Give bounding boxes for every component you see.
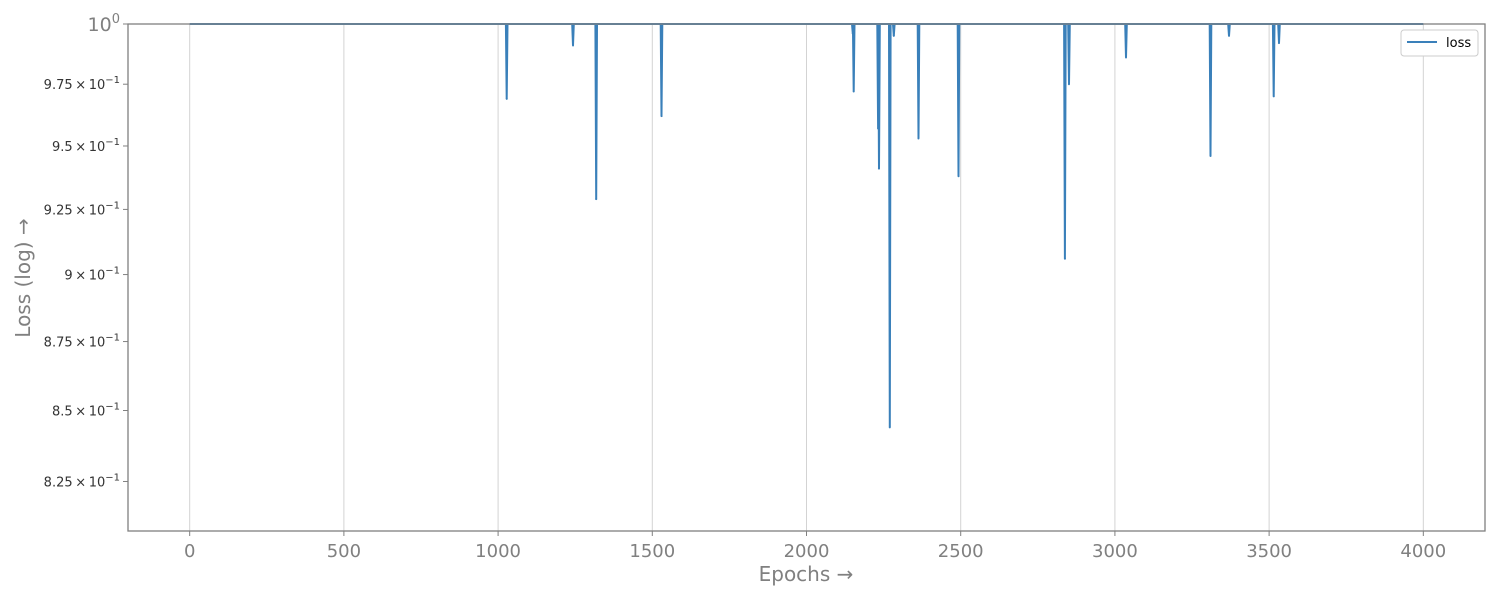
data-point-loss — [957, 175, 960, 178]
x-tick-label: 1500 — [629, 541, 675, 562]
y-tick-label: 8.5 × 10−1 — [52, 401, 120, 419]
legend: loss — [1400, 29, 1479, 57]
data-point-loss — [851, 32, 854, 35]
x-tick-label: 2500 — [938, 541, 984, 562]
y-tick-label: 8.75 × 10−1 — [44, 333, 120, 351]
data-point-loss — [892, 34, 895, 37]
data-point-loss — [917, 137, 920, 140]
x-tick-label: 3500 — [1246, 541, 1292, 562]
data-point-loss — [1209, 155, 1212, 158]
y-tick-label: 9.75 × 10−1 — [44, 75, 120, 93]
data-point-loss — [505, 97, 508, 100]
data-point-loss — [1228, 34, 1231, 37]
y-tick-label: 9.25 × 10−1 — [44, 200, 120, 218]
data-point-loss — [877, 127, 880, 130]
data-point-loss — [1272, 95, 1275, 98]
y-axis-ticks: 100 9.75 × 10−1 9.5 × 10−1 9.25 × 10−1 9 × 1… — [44, 12, 128, 490]
data-point-loss — [1067, 83, 1070, 86]
data-point-loss — [660, 115, 663, 118]
data-point-loss — [1125, 56, 1128, 59]
x-tick-label: 2000 — [784, 541, 830, 562]
legend-box — [1400, 29, 1479, 57]
data-point-loss — [1063, 257, 1066, 260]
y-axis-label: Loss (log) → — [11, 218, 35, 337]
y-tick-label: 9 × 10−1 — [64, 266, 120, 284]
data-point-loss — [888, 426, 891, 429]
data-point-loss — [852, 90, 855, 93]
x-tick-label: 4000 — [1400, 541, 1446, 562]
data-point-loss — [572, 44, 575, 47]
grid-lines — [189, 24, 1424, 531]
data-point-loss — [877, 167, 880, 170]
x-axis-label: Epochs → — [759, 562, 854, 586]
x-tick-label: 3000 — [1092, 541, 1138, 562]
x-axis-ticks: 0 500 1000 1500 2000 2500 3000 3500 4000 — [184, 531, 1446, 562]
y-tick-label: 9.5 × 10−1 — [52, 137, 120, 155]
x-tick-label: 500 — [327, 541, 361, 562]
data-point-loss — [1277, 42, 1280, 45]
x-tick-label: 0 — [184, 541, 195, 562]
x-tick-label: 1000 — [475, 541, 521, 562]
legend-label-loss: loss — [1446, 36, 1471, 51]
data-point-loss — [595, 198, 598, 201]
y-tick-label: 100 — [88, 12, 120, 36]
y-tick-label: 8.25 × 10−1 — [44, 472, 120, 490]
